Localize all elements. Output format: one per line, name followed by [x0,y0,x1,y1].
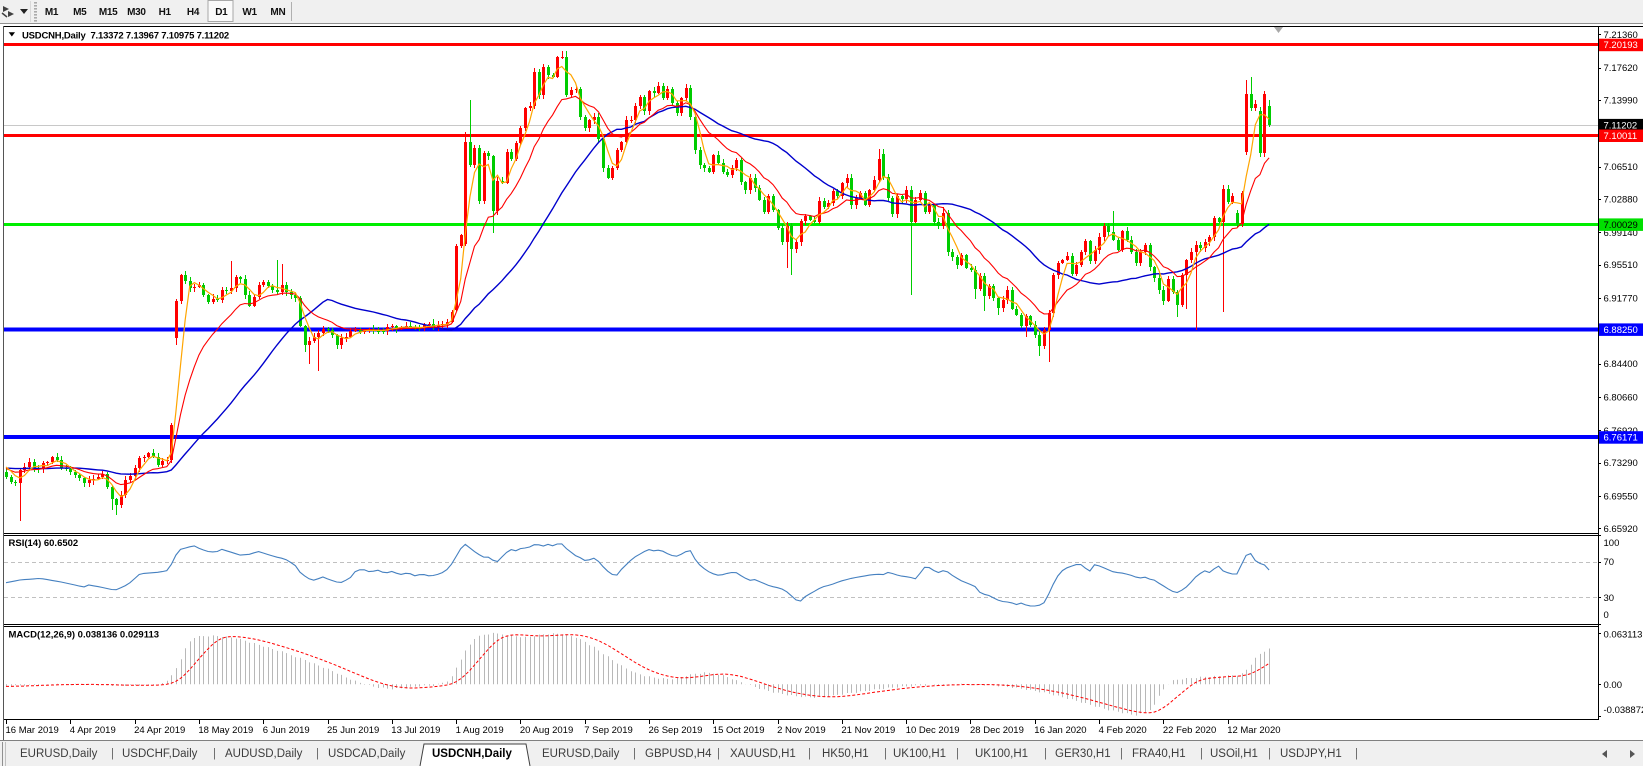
svg-text:4 Feb 2020: 4 Feb 2020 [1099,725,1147,736]
svg-text:EURUSD,Daily: EURUSD,Daily [542,748,620,760]
svg-text:13 Jul 2019: 13 Jul 2019 [391,725,440,736]
svg-text:6.95510: 6.95510 [1604,260,1638,271]
svg-text:15 Oct 2019: 15 Oct 2019 [713,725,765,736]
svg-text:24 Apr 2019: 24 Apr 2019 [134,725,185,736]
svg-text:XAUUSD,H1: XAUUSD,H1 [730,748,796,760]
svg-text:H4: H4 [187,7,200,18]
svg-text:|: | [1044,748,1047,760]
svg-text:6.84400: 6.84400 [1604,359,1638,370]
svg-text:|: | [633,748,636,760]
svg-text:|: | [1355,748,1358,760]
svg-text:4 Apr 2019: 4 Apr 2019 [70,725,116,736]
svg-text:26 Sep 2019: 26 Sep 2019 [649,725,703,736]
svg-text:AUDUSD,Daily: AUDUSD,Daily [225,748,303,760]
svg-text:|: | [884,748,887,760]
svg-text:D1: D1 [215,7,228,18]
svg-text:6.99140: 6.99140 [1604,228,1638,239]
svg-text:USDCAD,Daily: USDCAD,Daily [328,748,406,760]
svg-text:7.06510: 7.06510 [1604,162,1638,173]
svg-text:7.10011: 7.10011 [1604,131,1638,142]
svg-text:28 Dec 2019: 28 Dec 2019 [970,725,1024,736]
svg-text:EURUSD,Daily: EURUSD,Daily [20,748,98,760]
svg-text:100: 100 [1604,538,1620,549]
svg-text:|: | [316,748,319,760]
svg-text:6.65920: 6.65920 [1604,524,1638,535]
svg-text:MN: MN [270,7,285,18]
svg-text:M5: M5 [73,7,87,18]
svg-text:H1: H1 [159,7,172,18]
svg-text:UK100,H1: UK100,H1 [975,748,1028,760]
svg-text:7.00029: 7.00029 [1604,220,1638,231]
svg-text:70: 70 [1604,557,1615,568]
svg-text:0.063113: 0.063113 [1604,630,1643,641]
svg-text:6.73290: 6.73290 [1604,458,1638,469]
svg-text:7 Sep 2019: 7 Sep 2019 [584,725,633,736]
svg-text:6.69550: 6.69550 [1604,492,1638,503]
svg-text:UK100,H1: UK100,H1 [893,748,946,760]
svg-text:0: 0 [1604,610,1609,621]
svg-text:M15: M15 [99,7,118,18]
svg-text:7.17620: 7.17620 [1604,63,1638,74]
svg-text:20 Aug 2019: 20 Aug 2019 [520,725,573,736]
svg-text:GER30,H1: GER30,H1 [1055,748,1111,760]
svg-text:W1: W1 [242,7,257,18]
svg-text:USDJPY,H1: USDJPY,H1 [1280,748,1342,760]
svg-text:18 May 2019: 18 May 2019 [198,725,253,736]
svg-text:|: | [1120,748,1123,760]
svg-text:|: | [808,748,811,760]
svg-text:0.00: 0.00 [1604,680,1623,691]
svg-text:USDCHF,Daily: USDCHF,Daily [122,748,198,760]
svg-text:7.11202: 7.11202 [1604,120,1638,131]
svg-text:7.02880: 7.02880 [1604,195,1638,206]
svg-text:7.13990: 7.13990 [1604,96,1638,107]
svg-text:USDCNH,Daily: USDCNH,Daily [432,748,512,760]
svg-text:6.88250: 6.88250 [1604,325,1638,336]
svg-text:7.20193: 7.20193 [1604,40,1638,51]
svg-text:MACD(12,26,9) 0.038136 0.02911: MACD(12,26,9) 0.038136 0.029113 [9,630,160,641]
svg-text:|: | [213,748,216,760]
svg-text:HK50,H1: HK50,H1 [822,748,869,760]
svg-text:16 Mar 2019: 16 Mar 2019 [6,725,59,736]
svg-text:RSI(14) 60.6502: RSI(14) 60.6502 [9,538,79,549]
svg-text:M30: M30 [127,7,146,18]
svg-text:22 Feb 2020: 22 Feb 2020 [1163,725,1216,736]
svg-text:|: | [956,748,959,760]
svg-text:10 Dec 2019: 10 Dec 2019 [906,725,960,736]
svg-text:1 Aug 2019: 1 Aug 2019 [456,725,504,736]
svg-text:6.76171: 6.76171 [1604,433,1638,444]
svg-text:|: | [717,748,720,760]
svg-text:|: | [1268,748,1271,760]
svg-text:M1: M1 [45,7,59,18]
svg-text:30: 30 [1604,593,1615,604]
svg-text:6.80660: 6.80660 [1604,393,1638,404]
svg-text:7.21360: 7.21360 [1604,30,1638,41]
svg-text:USOil,H1: USOil,H1 [1210,748,1258,760]
svg-text:16 Jan 2020: 16 Jan 2020 [1034,725,1086,736]
svg-text:GBPUSD,H4: GBPUSD,H4 [645,748,712,760]
svg-text:12 Mar 2020: 12 Mar 2020 [1227,725,1280,736]
svg-text:FRA40,H1: FRA40,H1 [1132,748,1186,760]
svg-text:-0.038872: -0.038872 [1604,705,1643,716]
svg-text:25 Jun 2019: 25 Jun 2019 [327,725,379,736]
svg-text:6 Jun 2019: 6 Jun 2019 [263,725,310,736]
svg-text:|: | [1200,748,1203,760]
svg-text:|: | [111,748,114,760]
svg-text:6.91770: 6.91770 [1604,294,1638,305]
svg-text:21 Nov 2019: 21 Nov 2019 [841,725,895,736]
svg-text:2 Nov 2019: 2 Nov 2019 [777,725,826,736]
svg-text:USDCNH,Daily 7.13372 7.13967: USDCNH,Daily 7.13372 7.13967 7.10975 7.1… [22,31,229,42]
